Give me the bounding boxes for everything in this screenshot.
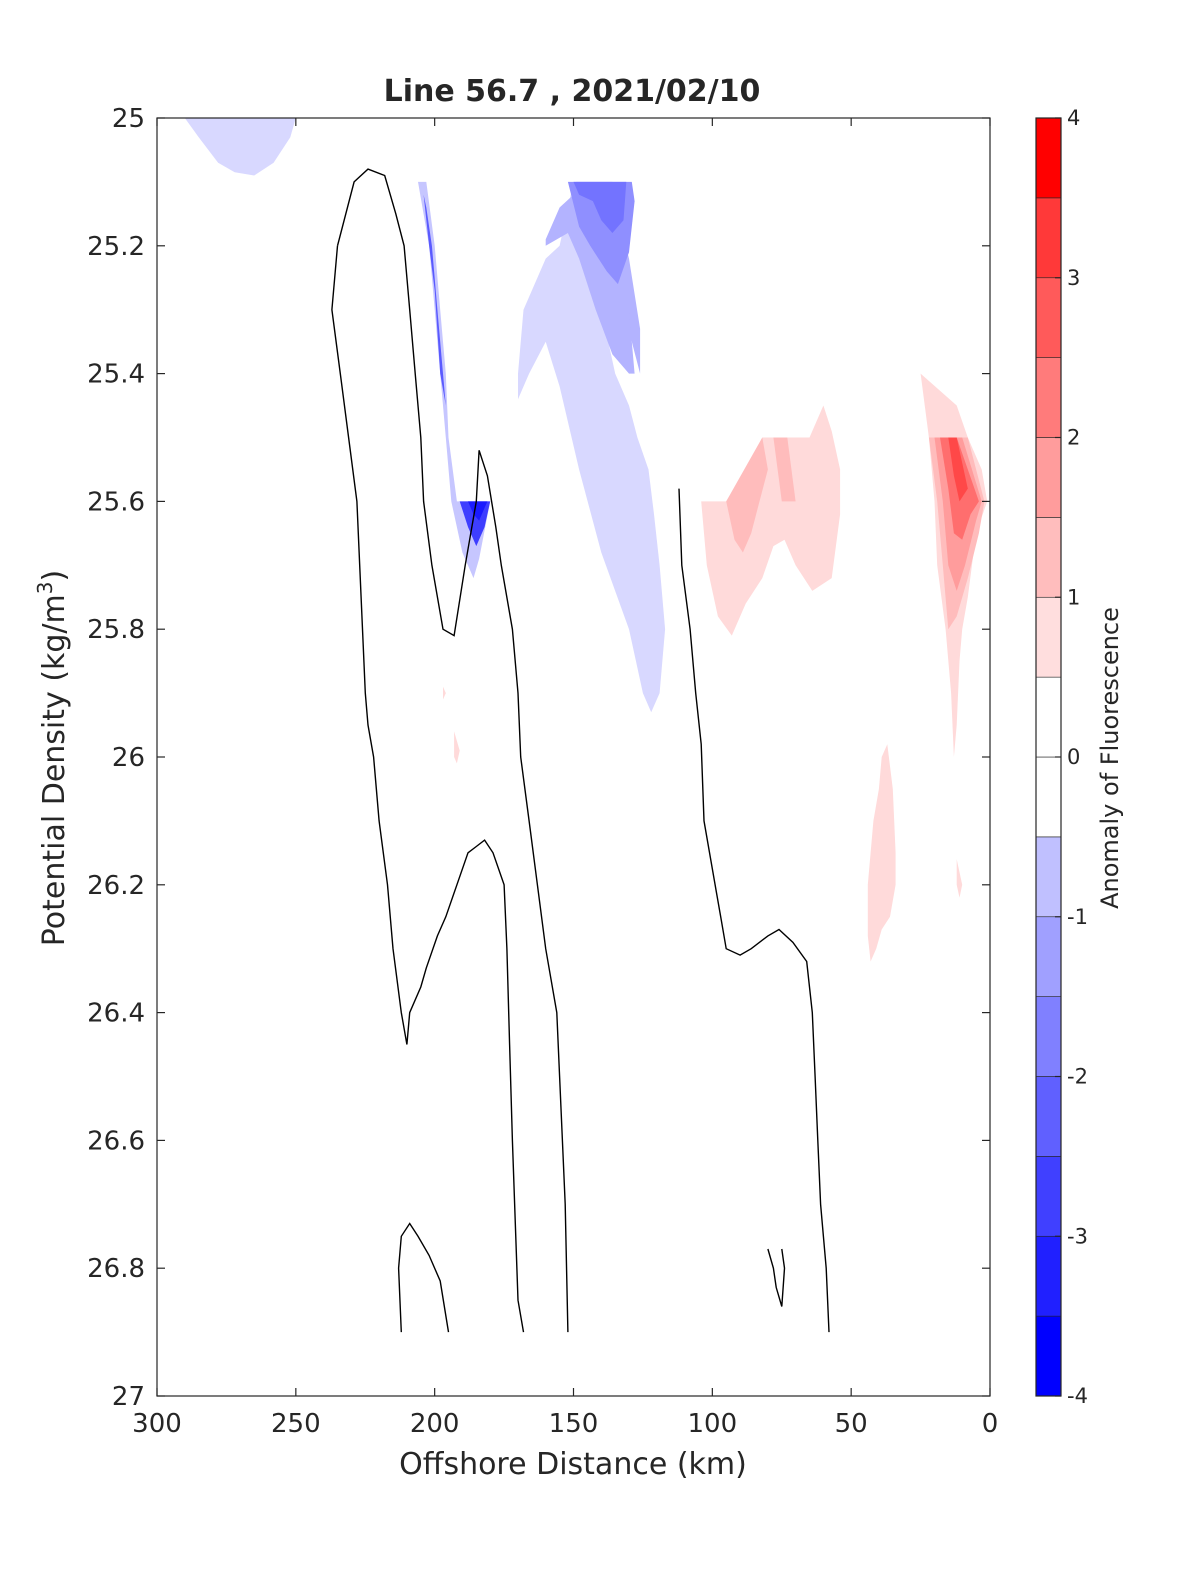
colorbar-swatch-13 [1035, 277, 1062, 358]
colorbar-swatch-0 [1035, 1315, 1062, 1397]
colorbar-swatch-14 [1035, 197, 1062, 279]
x-tick-label: 0 [982, 1409, 999, 1439]
contour-line-zero-contour-bottom-loop-left [397, 1222, 450, 1333]
y-tick-label: 25.4 [87, 360, 145, 390]
colorbar-tick-label: -3 [1067, 1224, 1088, 1248]
contour-line-zero-contour-mid-right [678, 488, 830, 1333]
colorbar: 4 3 2 1 0 -1 -2 -3 -4 [1035, 106, 1088, 1408]
filled-region-pos-nearshore-5 [948, 437, 968, 502]
colorbar-tick-label: 1 [1067, 585, 1080, 609]
colorbar-swatch-2 [1035, 1156, 1062, 1237]
x-tick-label: 100 [688, 1409, 738, 1439]
filled-region-neg-mid-outer [518, 181, 666, 713]
y-tick-label: 25.6 [87, 487, 145, 517]
filled-region-pos-shelf-broad [701, 405, 841, 636]
filled-region-pos-deep-tiny [956, 859, 963, 898]
filled-region-neg-inner-pocket-core [468, 501, 488, 521]
contour-line-zero-contour-outer-left-top [336, 168, 569, 1333]
filled-region-neg-inner-pocket [459, 501, 491, 547]
colorbar-tick-label: 0 [1067, 745, 1080, 769]
y-tick-label: 25.2 [87, 232, 145, 262]
colorbar-swatch-7 [1035, 756, 1062, 838]
filled-region-pos-shelf-1 [726, 437, 810, 553]
filled-region-neg-offshore-surface [184, 118, 296, 176]
y-axis-ticks: 25 25.2 25.4 25.6 25.8 26 26.2 26.4 26.6 26.8 27 [87, 104, 990, 1412]
y-tick-label: 27 [112, 1382, 145, 1412]
y-axis-label-close: ) [37, 570, 72, 582]
chart-title: Line 56.7 , 2021/02/10 [384, 74, 761, 109]
colorbar-swatch-12 [1035, 357, 1062, 438]
contour-line-zero-contour-outer-left [331, 245, 525, 1333]
colorbar-tick-label: -1 [1067, 905, 1088, 929]
y-tick-label: 25 [112, 104, 145, 134]
colorbar-tick-label: 3 [1067, 266, 1080, 290]
colorbar-swatch-6 [1035, 836, 1062, 918]
colorbar-swatch-8 [1035, 676, 1062, 758]
x-tick-label: 50 [835, 1409, 868, 1439]
y-tick-label: 26.4 [87, 999, 145, 1029]
filled-region-neg-inner-strip-dark [423, 194, 446, 406]
y-axis-label-sup: 3 [33, 581, 57, 594]
colorbar-tick-label: 2 [1067, 426, 1080, 450]
x-tick-label: 150 [549, 1409, 599, 1439]
y-tick-label: 25.8 [87, 615, 145, 645]
filled-region-pos-speck-1 [454, 731, 460, 764]
filled-region-pos-deep-shelf [867, 744, 896, 962]
y-axis-label-base: Potential Density (kg/m [37, 594, 72, 946]
y-tick-label: 26.2 [87, 871, 145, 901]
x-tick-label: 200 [410, 1409, 460, 1439]
colorbar-swatch-3 [1035, 1076, 1062, 1157]
x-tick-label: 300 [132, 1409, 182, 1439]
y-tick-label: 26.6 [87, 1126, 145, 1156]
colorbar-swatch-9 [1035, 596, 1062, 678]
filled-region-pos-speck-2 [443, 686, 446, 700]
colorbar-swatch-10 [1035, 517, 1062, 598]
colorbar-tick-label: -4 [1067, 1384, 1088, 1408]
colorbar-swatch-5 [1035, 916, 1062, 997]
y-tick-label: 26 [112, 743, 145, 773]
colorbar-label: Anomaly of Fluorescence [1096, 607, 1124, 909]
colorbar-swatch-15 [1035, 117, 1062, 199]
plot-area [156, 117, 991, 1397]
colorbar-swatch-4 [1035, 996, 1062, 1077]
x-axis-label: Offshore Distance (km) [399, 1447, 747, 1482]
x-axis-ticks: 300 250 200 150 100 50 0 [132, 118, 998, 1439]
colorbar-tick-label: 4 [1067, 106, 1080, 130]
colorbar-swatch-11 [1035, 437, 1062, 518]
contour-line-zero-contour-bottom-loop-right [767, 1248, 786, 1307]
colorbar-tick-label: -2 [1067, 1065, 1088, 1089]
filled-region-neg-inner-strip [418, 181, 491, 579]
colorbar-swatch-1 [1035, 1235, 1062, 1317]
y-tick-label: 26.8 [87, 1254, 145, 1284]
x-tick-label: 250 [271, 1409, 321, 1439]
y-axis-label: Potential Density (kg/m3) [33, 570, 72, 946]
filled-region-neg-mid-3 [573, 181, 627, 233]
